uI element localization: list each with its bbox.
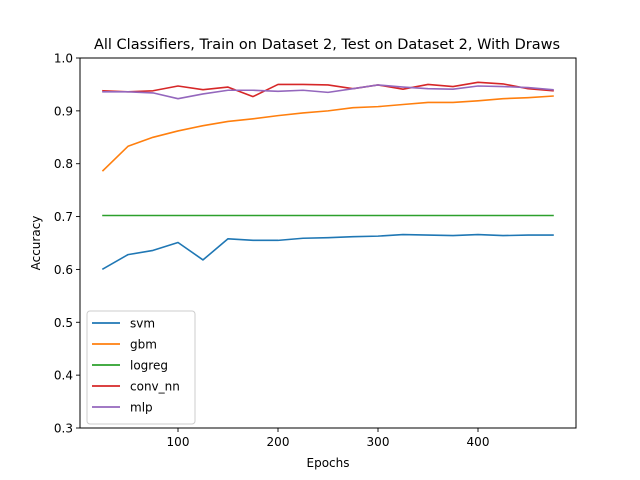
series-layer <box>101 81 554 270</box>
legend-box <box>86 310 196 425</box>
y-tick-label: 0.8 <box>54 157 73 171</box>
series-line-mlp <box>102 84 554 100</box>
x-tick-label: 200 <box>267 435 290 449</box>
legend-label-logreg: logreg <box>130 359 168 373</box>
y-tick-label: 0.6 <box>54 263 73 277</box>
chart-title: All Classifiers, Train on Dataset 2, Tes… <box>94 37 560 53</box>
y-tick-label: 0.3 <box>54 422 73 436</box>
y-tick-label: 1.0 <box>54 52 73 66</box>
legend-label-svm: svm <box>130 317 155 331</box>
series-line-gbm <box>101 95 554 172</box>
x-tick-label: 400 <box>467 435 490 449</box>
x-tick-label: 100 <box>167 435 190 449</box>
x-axis-label: Epochs <box>307 456 350 470</box>
series-line-svm <box>101 233 554 270</box>
ticks-layer: 100 200 300 400 0.3 0.4 0.5 0.6 0.7 0.8 0.9 1.0 <box>54 52 490 450</box>
x-tick-label: 300 <box>367 435 390 449</box>
y-tick-label: 0.7 <box>54 210 73 224</box>
series-line-conv_nn <box>102 81 554 98</box>
legend-label-mlp: mlp <box>130 401 153 415</box>
y-tick-label: 0.9 <box>54 104 73 118</box>
y-tick-label: 0.4 <box>54 369 73 383</box>
plot-frame <box>79 57 577 429</box>
y-tick-label: 0.5 <box>54 316 73 330</box>
y-axis-label: Accuracy <box>29 216 43 271</box>
legend-label-conv_nn: conv_nn <box>130 380 180 394</box>
legend-label-gbm: gbm <box>130 338 157 352</box>
